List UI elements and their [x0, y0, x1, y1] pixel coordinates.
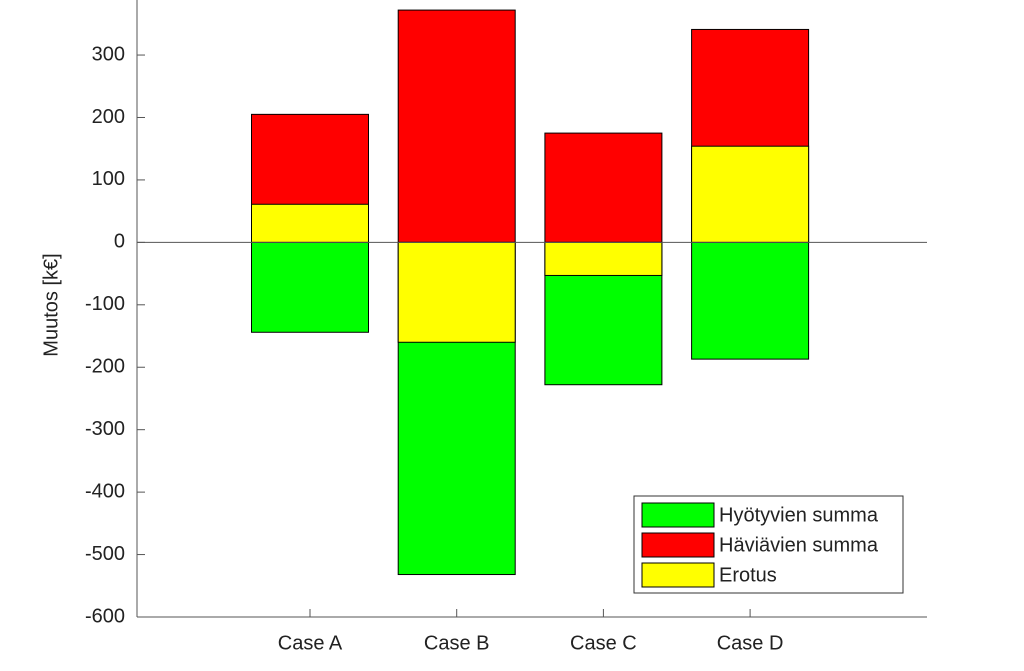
legend-swatch [641, 532, 715, 558]
bar-segment [691, 241, 810, 360]
legend-swatch [641, 562, 715, 588]
x-tick-label: Case A [278, 632, 343, 654]
bar-segment [397, 241, 516, 343]
y-tick-label: 300 [92, 43, 125, 65]
y-tick-label: -100 [85, 293, 125, 315]
legend-label: Erotus [719, 564, 777, 586]
y-axis-label: Muutos [k€] [40, 253, 62, 356]
bar-segment [544, 241, 663, 276]
y-tick-label: -400 [85, 480, 125, 502]
bar-segment [544, 132, 663, 243]
y-tick-label: 400 [92, 0, 125, 3]
x-tick-label: Case C [570, 632, 637, 654]
legend-swatch [641, 502, 715, 528]
y-tick-label: 0 [114, 231, 125, 253]
y-tick-label: 100 [92, 168, 125, 190]
y-tick-label: -600 [85, 605, 125, 627]
bar-segment [397, 9, 516, 243]
y-tick-label: 200 [92, 106, 125, 128]
legend-label: Häviävien summa [719, 534, 879, 556]
x-tick-label: Case D [717, 632, 784, 654]
bar-segment [251, 241, 369, 333]
y-tick-label: -200 [85, 356, 125, 378]
y-tick-label: -500 [85, 543, 125, 565]
y-tick-label: -300 [85, 418, 125, 440]
legend-label: Hyötyvien summa [719, 504, 879, 526]
bar-segment [691, 145, 810, 243]
bar-segment [251, 203, 369, 243]
x-tick-label: Case B [424, 632, 490, 654]
